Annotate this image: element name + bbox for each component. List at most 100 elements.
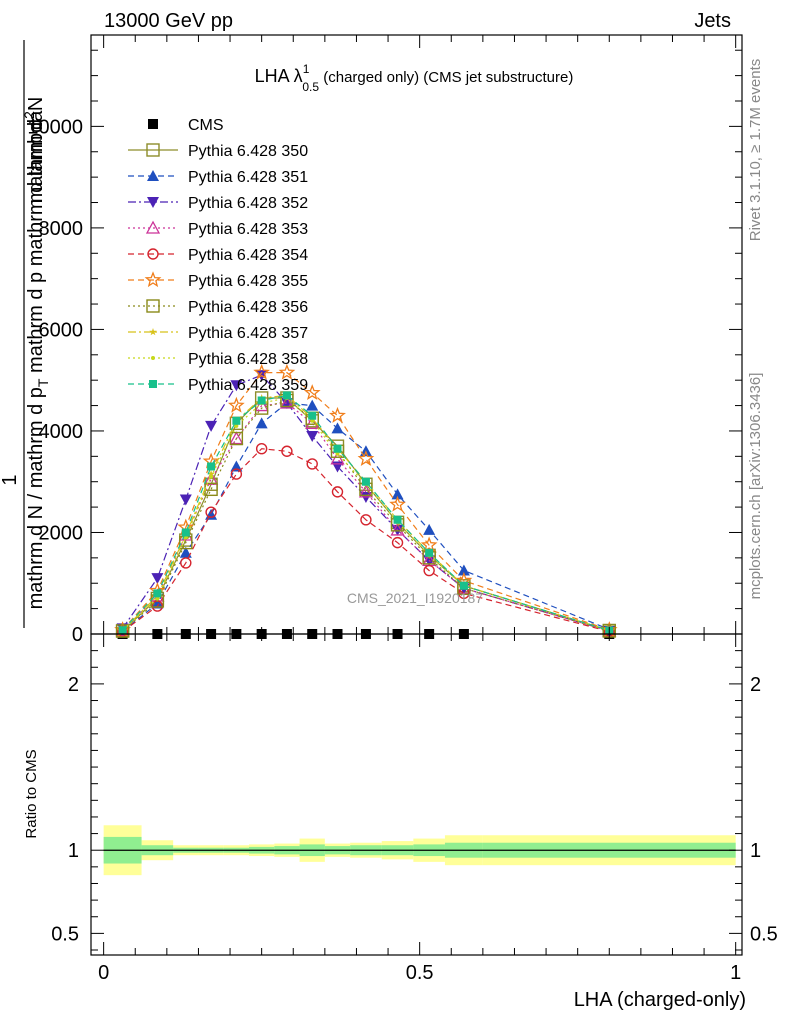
data-point: [230, 468, 243, 480]
data-point: [390, 522, 405, 536]
data-point: [118, 626, 127, 635]
legend-marker: [151, 356, 155, 360]
series-5: [116, 443, 615, 638]
data-point: [257, 396, 266, 405]
data-point: [209, 474, 214, 479]
legend-marker: [147, 197, 159, 208]
legend-item: Pythia 6.428 357: [128, 325, 308, 342]
data-point: [254, 398, 269, 412]
data-point: [425, 548, 434, 557]
x-tick-label: 0: [98, 962, 109, 984]
legend-item: Pythia 6.428 359: [128, 377, 308, 394]
data-point: [205, 420, 218, 432]
legend-label: Pythia 6.428 359: [188, 377, 308, 394]
data-point: [151, 573, 164, 585]
data-point: [151, 597, 164, 609]
process-label: Jets: [694, 10, 731, 32]
data-point: [234, 423, 239, 428]
data-point: [303, 384, 321, 400]
legend-item: Pythia 6.428 350: [128, 143, 308, 160]
data-point: [310, 418, 315, 423]
data-point: [391, 536, 404, 549]
series-6: [114, 363, 618, 638]
data-point: [207, 462, 216, 471]
y-label-denominator-text: mathrm d N / mathrm d pT mathrm d p math…: [25, 110, 51, 610]
analysis-watermark: CMS_2021_I1920187: [347, 590, 483, 606]
data-point: [331, 486, 344, 498]
legend-marker: [146, 143, 160, 157]
data-point: [335, 451, 340, 456]
data-point: [357, 450, 375, 466]
data-point: [306, 458, 318, 470]
data-point: [205, 506, 217, 518]
data-point: [389, 495, 406, 512]
data-point: [391, 488, 404, 500]
data-point: [459, 581, 468, 590]
data-point: [115, 624, 130, 638]
mcplots-label: mcplots.cern.ch [arXiv:1306.3436]: [747, 373, 764, 600]
legend-marker: [145, 220, 161, 234]
main-panel: [114, 363, 618, 639]
legend-label: Pythia 6.428 352: [188, 195, 308, 212]
plot-title: LHA λ1 0.5 (charged only) (CMS jet substr…: [255, 62, 574, 94]
data-point: [207, 470, 215, 478]
ratio-y-axis-label: Ratio to CMS: [23, 749, 40, 838]
data-point: [306, 399, 319, 411]
data-point: [358, 484, 374, 498]
rivet-version-label: Rivet 3.1.10, ≥ 1.7M events: [747, 59, 764, 242]
data-point: [255, 443, 268, 455]
y-tick-label: 8000: [39, 218, 84, 240]
legend-marker: [147, 248, 159, 260]
data-point: [281, 445, 293, 457]
data-point: [181, 528, 190, 537]
data-point: [230, 380, 243, 392]
ratio-frame: 0 0.5 1 0.5 0.5 1 1 2 2: [51, 633, 778, 984]
legend-label: CMS: [188, 117, 224, 134]
data-point: [180, 557, 192, 569]
legend-item: Pythia 6.428 353: [128, 220, 308, 238]
series-line-5: [122, 448, 610, 633]
data-point: [361, 477, 370, 486]
energy-label: 13000 GeV pp: [104, 10, 233, 32]
legend-label: Pythia 6.428 351: [188, 169, 308, 186]
y-tick-label: 4000: [39, 421, 84, 443]
data-point: [255, 417, 268, 429]
data-point: [253, 363, 270, 380]
legend-label: Pythia 6.428 353: [188, 221, 308, 238]
legend-item: Pythia 6.428 354: [128, 247, 308, 264]
data-point: [420, 536, 438, 553]
legend-marker: [147, 170, 159, 181]
legend-marker: [148, 119, 158, 129]
data-point: [155, 596, 160, 601]
legend-item: Pythia 6.428 355: [128, 271, 308, 290]
legend-item: Pythia 6.428 352: [128, 195, 308, 212]
data-point: [308, 411, 317, 420]
data-point: [229, 431, 244, 445]
ratio-y-tick-label: 1: [68, 840, 79, 862]
legend-marker: [149, 380, 157, 388]
data-point: [330, 451, 345, 465]
ratio-y-tick-label-right: 0.5: [750, 923, 778, 945]
x-axis-label: LHA (charged-only): [574, 989, 746, 1011]
data-point: [229, 431, 244, 446]
title-subscript: 0.5: [302, 80, 319, 94]
series-line-9: [122, 397, 610, 631]
title-superscript: 1: [303, 62, 310, 76]
legend-label: Pythia 6.428 350: [188, 143, 308, 160]
data-point: [153, 589, 162, 598]
legend-item: Pythia 6.428 351: [128, 169, 308, 186]
title-rest: (charged only) (CMS jet substructure): [319, 69, 573, 86]
data-point: [457, 564, 470, 576]
data-point: [423, 523, 436, 535]
legend-item: Pythia 6.428 356: [128, 299, 308, 316]
ratio-y-tick-label: 0.5: [51, 923, 79, 945]
legend-label: Pythia 6.428 356: [188, 299, 308, 316]
legend-marker: [146, 299, 160, 313]
ratio-y-tick-label-right: 2: [750, 674, 761, 696]
series-line-6: [122, 372, 610, 631]
ratio-y-tick-label-right: 1: [750, 840, 761, 862]
y-label-numerator-text: mathrm d2N: [21, 97, 47, 204]
y-tick-label: 0: [72, 624, 83, 646]
y-tick-label: 6000: [39, 319, 84, 341]
